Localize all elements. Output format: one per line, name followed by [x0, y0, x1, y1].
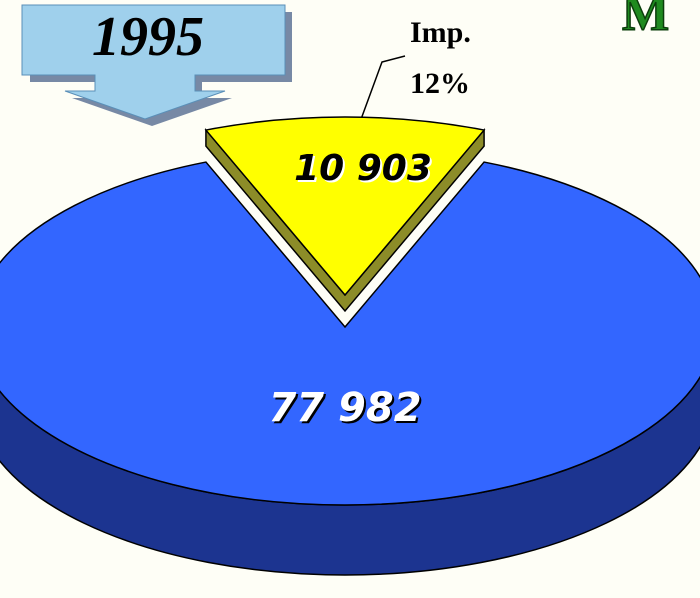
- value-label: 77 982: [268, 385, 421, 431]
- value-label-shadow: 10 903: [296, 150, 434, 191]
- slice-category-label: Imp.: [410, 16, 471, 49]
- value-label: 10 903: [294, 148, 432, 189]
- title-fragment: M: [622, 0, 669, 40]
- year-banner: 1995: [21, 4, 292, 126]
- slice-percent-label: 12%: [410, 67, 470, 100]
- value-label-shadow: 77 982: [270, 387, 423, 433]
- chart-title: 1995: [92, 6, 204, 68]
- slice: [204, 116, 486, 297]
- slice: [0, 161, 700, 506]
- leader-line: [359, 55, 406, 123]
